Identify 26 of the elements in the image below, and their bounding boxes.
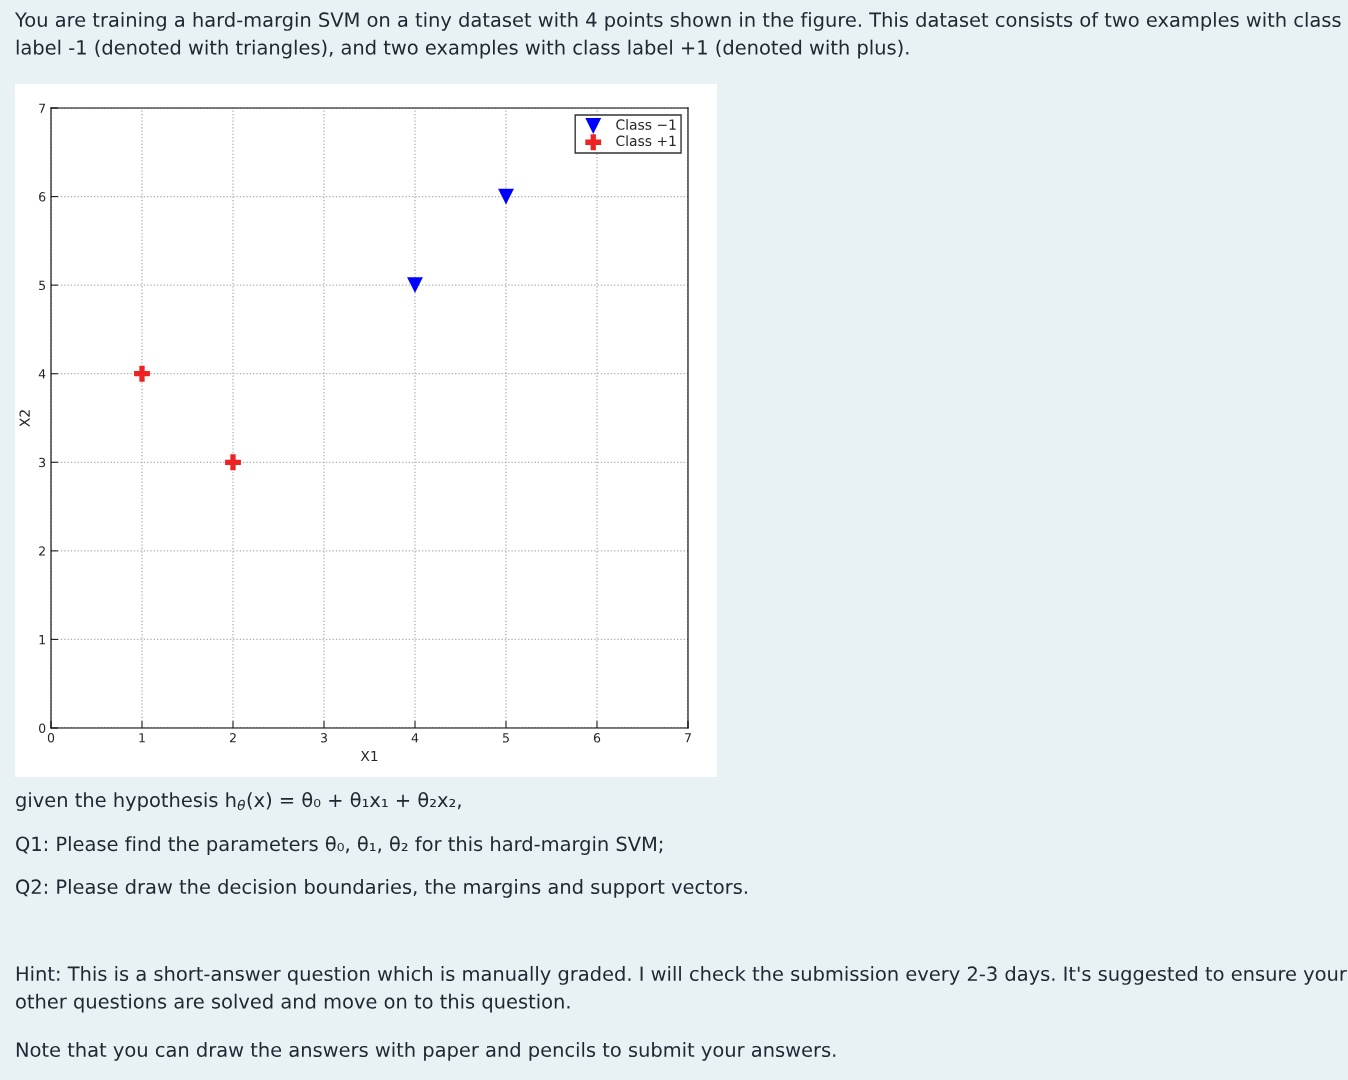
legend-label: Class −1 [616,119,676,130]
x-axis-title: X1 [360,750,378,762]
text: given the hypothesis h$_{θ}$(x) = θ₀ + θ₁x₁ + θ₂x₂, [16,792,461,811]
y-tick-label: 5 [39,280,46,291]
x-tick-label: 0 [47,733,55,743]
text: Note that you can draw the answers with paper and pencils to submit your answers. [16,1042,836,1061]
y-tick-label: 3 [39,457,46,468]
x-tick-label: 5 [502,733,509,743]
y-tick-label: 6 [39,192,46,202]
x-tick-label: 7 [685,733,691,743]
text: Hint: This is a short-answer question which is manually graded. I will check the submission every 2-3 days. It's suggested to ensure your other questions are solved and move on to this question. [16,966,1347,1013]
y-tick-label: 4 [38,369,46,379]
text: You are training a hard-margin SVM on a tiny dataset with 4 points shown in the figure. This dataset consists of two examples with class label -1 (denoted with triangles), and two examples with class label +1 (denoted with plus). [14,12,1341,59]
legend-label: Class +1 [616,135,676,147]
y-tick-label: 2 [39,546,45,556]
text: Q2: Please draw the decision boundaries, the margins and support vectors. [16,879,747,898]
y-tick-label: 7 [39,103,46,113]
x-tick-label: 2 [229,733,236,743]
x-tick-label: 4 [411,733,419,743]
y-axis-title: X2 [19,410,30,427]
text: Q1: Please find the parameters θ₀, θ₁, θ₂ for this hard-margin SVM; [16,836,663,855]
x-tick-label: 1 [139,733,145,743]
x-tick-label: 3 [320,733,327,743]
y-tick-label: 0 [39,723,46,733]
x-tick-label: 6 [593,733,601,743]
y-tick-label: 1 [39,635,45,645]
